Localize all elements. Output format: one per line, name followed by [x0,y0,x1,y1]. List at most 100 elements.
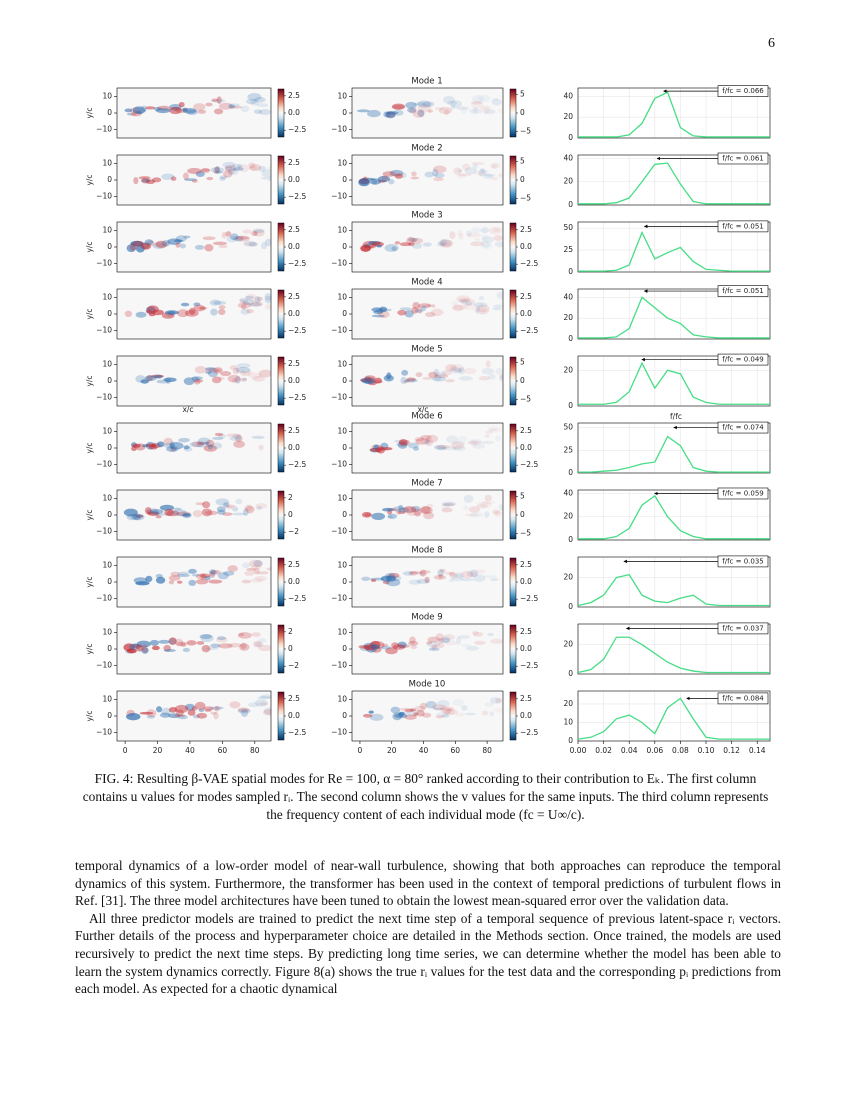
vortex-blob [490,638,503,644]
field-pattern [362,697,503,721]
vortex-blob [124,310,133,318]
vortex-blob [250,231,258,236]
vortex-blob [235,498,243,505]
colorbar [509,222,517,272]
vortex-blob [384,243,399,252]
vortex-blob [248,302,262,307]
vortex-blob [140,379,149,384]
vortex-blob [387,513,398,519]
vortex-blob [379,306,388,313]
vortex-blob [251,435,265,439]
x-tick-label: 20 [387,746,397,755]
vortex-blob [466,230,472,237]
y-axis-label: y/c [85,107,94,118]
vortex-blob [457,168,463,174]
vortex-blob [422,242,432,247]
vortex-blob [424,171,435,178]
vortex-blob [478,295,485,301]
vortex-blob [423,511,435,520]
vortex-blob [200,573,206,581]
vortex-blob [167,638,177,645]
vortex-blob [432,169,439,177]
y-tick-label: 10 [102,292,112,301]
vortex-blob [148,445,158,450]
y-axis-label: y/c [85,174,94,185]
vortex-blob [453,167,462,175]
y-axis-label: y/c [85,375,94,386]
vortex-blob [455,572,464,579]
vortex-blob [263,708,271,715]
vortex-blob [195,502,205,506]
vortex-blob [182,513,191,517]
vortex-blob [458,300,467,304]
colorbar-tick-label: 0.0 [288,376,300,385]
vortex-blob [144,239,154,246]
vortex-blob [456,173,466,179]
vortex-blob [223,169,233,178]
x-tick-label: 0.02 [595,746,612,755]
vortex-blob [246,308,254,314]
vortex-blob [248,242,258,247]
y-tick-label: 0 [568,468,573,477]
vortex-blob [213,300,227,305]
mode-title: Mode 6 [411,412,442,422]
vortex-blob [493,234,503,242]
colorbar-tick-label: 2.5 [520,292,532,301]
vortex-blob [193,302,201,307]
vortex-blob [252,375,266,382]
vortex-blob [485,173,496,177]
vortex-blob [406,377,416,382]
y-tick-label: −10 [331,527,347,536]
vortex-blob [168,707,178,713]
vortex-blob [191,441,204,448]
vortex-blob [247,93,262,102]
vortex-blob [196,441,205,445]
vortex-blob [385,647,398,655]
vortex-blob [258,644,271,652]
vortex-blob [449,231,456,240]
vortex-blob [218,102,233,110]
vortex-blob [209,570,218,575]
vortex-blob [484,494,492,502]
vortex-blob [173,507,182,511]
vortex-blob [458,367,465,375]
vortex-blob [205,370,212,375]
vortex-blob [463,303,478,311]
vortex-blob [434,643,445,649]
vortex-blob [433,574,446,580]
spectrum-frame [577,623,771,675]
vortex-blob [211,442,223,449]
vortex-blob [266,567,271,571]
colorbar [509,423,517,473]
y-tick-label: 20 [563,640,573,649]
vortex-blob [250,565,262,570]
vortex-blob [440,238,448,246]
colorbar-tick-label: 2.5 [520,627,532,636]
vortex-blob [493,228,500,232]
colorbar [509,289,517,339]
vortex-blob [472,630,479,636]
page-number: 6 [768,36,775,51]
vortex-blob [176,641,187,647]
vortex-blob [127,112,133,116]
peak-label: f/fc = 0.037 [722,624,764,632]
vortex-blob [191,376,203,380]
vortex-blob [415,372,423,378]
vortex-blob [489,428,499,432]
spectrum-frame [577,87,771,139]
colorbar-tick-label: 0.0 [520,309,532,318]
vortex-blob [182,107,188,112]
vortex-blob [452,445,466,451]
vortex-blob [484,511,490,518]
vortex-blob [232,167,244,171]
vortex-blob [211,376,222,384]
y-tick-label: 10 [102,493,112,502]
colorbar [509,490,517,540]
vortex-blob [397,641,407,649]
vortex-blob [368,710,374,714]
y-tick-label: 10 [337,493,347,502]
vortex-blob [476,504,487,508]
vortex-blob [432,376,447,382]
vortex-blob [376,244,383,248]
vortex-blob [243,241,258,247]
